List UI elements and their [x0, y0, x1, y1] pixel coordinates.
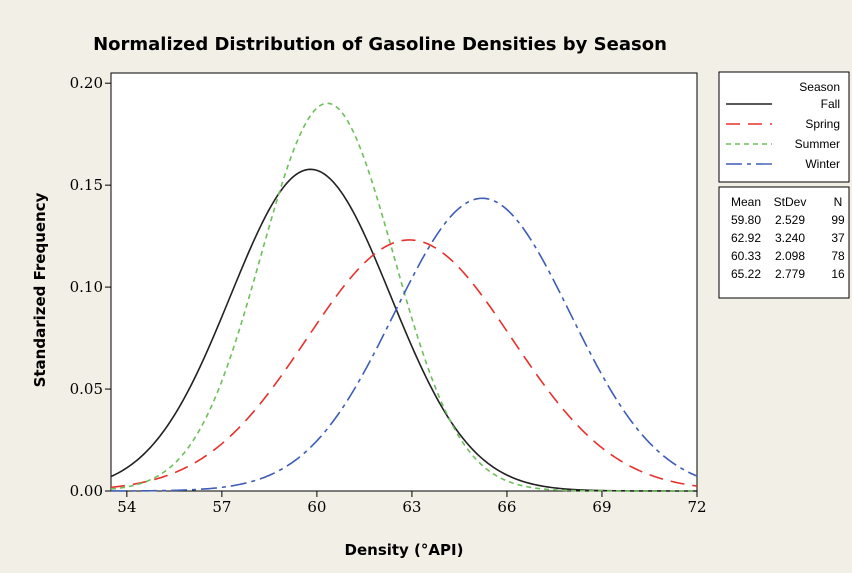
stats-header: Mean — [731, 195, 761, 209]
x-tick-label: 57 — [212, 498, 231, 516]
stats-cell: 2.779 — [775, 267, 805, 281]
stats-cell: 65.22 — [731, 267, 761, 281]
stats-table-box — [718, 186, 850, 299]
stats-cell: 16 — [831, 267, 845, 281]
stats-cell: 3.240 — [775, 231, 805, 245]
stats-cell: 78 — [831, 249, 845, 263]
stats-cell: 62.92 — [731, 231, 761, 245]
x-axis-label: Density (°API) — [345, 541, 464, 559]
stats-table-group: Mean StDev N 59.80 2.529 99 62.92 3.240 37 60.33 2… — [731, 195, 845, 281]
legend-title: Season — [799, 80, 840, 94]
series-line-spring — [110, 239, 698, 489]
x-tick-label: 54 — [117, 498, 136, 516]
y-tick-label: 0.00 — [70, 482, 103, 500]
stats-cell: 99 — [831, 213, 845, 227]
x-tick-label: 72 — [687, 498, 706, 516]
series-line-summer — [110, 102, 697, 492]
y-axis-label: Standarized Frequency — [31, 192, 49, 387]
stats-cell: 60.33 — [731, 249, 761, 263]
chart-title: Normalized Distribution of Gasoline Dens… — [93, 34, 667, 55]
stats-cell: 37 — [831, 231, 845, 245]
stats-cell: 2.098 — [775, 249, 805, 263]
stats-header: StDev — [774, 195, 807, 209]
series-line-winter — [111, 197, 698, 492]
y-tick-label: 0.10 — [70, 278, 103, 296]
stats-cell: 2.529 — [775, 213, 805, 227]
y-tick-label: 0.15 — [70, 176, 103, 194]
x-tick-label: 69 — [592, 498, 611, 516]
x-tick-label: 60 — [307, 498, 326, 516]
legend-label-summer: Summer — [795, 137, 840, 151]
y-tick-label: 0.20 — [70, 74, 103, 92]
x-tick-label: 66 — [497, 498, 516, 516]
y-tick-label: 0.05 — [70, 380, 103, 398]
legend-group: Season Fall Spring Summer Winter — [726, 80, 840, 171]
plot-area — [110, 72, 698, 492]
legend-label-fall: Fall — [821, 97, 840, 111]
legend-label-spring: Spring — [805, 117, 840, 131]
stats-header: N — [834, 195, 843, 209]
x-tick-label: 63 — [402, 498, 421, 516]
stats-cell: 59.80 — [731, 213, 761, 227]
legend-label-winter: Winter — [805, 157, 840, 171]
curves-group — [110, 102, 698, 492]
ticks-group: 54 57 60 63 66 69 72 0.00 0.05 0.10 0.15 0.20 — [70, 74, 707, 516]
